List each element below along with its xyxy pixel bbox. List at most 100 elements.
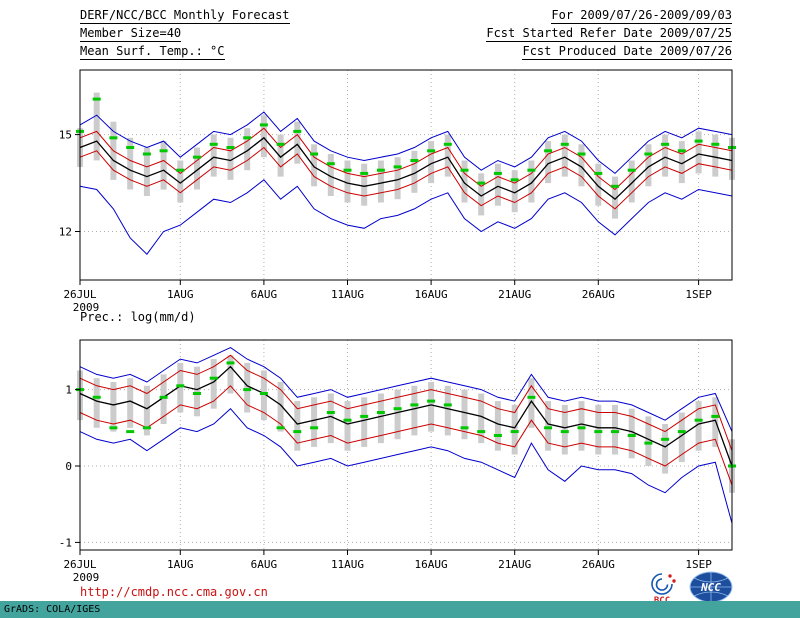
ensemble-spread-bar [294,401,301,451]
ensemble-spread-bar [662,424,669,474]
member-size-label: Member Size=40 [80,26,182,42]
ensemble-spread-bar [361,397,368,447]
grads-credit-text: GrADS: COLA/IGES [4,604,101,615]
ensemble-spread-bar [595,404,602,455]
y-tick-label: -1 [59,536,72,549]
ensemble-spread-bar [411,150,418,193]
prec-panel-title: Prec.: log(mm/d) [80,310,196,324]
ensemble-spread-bar [712,134,719,177]
ensemble-spread-bar [578,144,585,187]
x-tick-label: 26AUG [582,558,615,571]
ensemble-spread-bar [127,378,134,428]
ensemble-spread-bar [160,141,167,190]
ensemble-spread-bar [394,157,401,200]
ensemble-spread-bar [227,137,234,180]
x-axis-year-label: 2009 [73,301,100,312]
ensemble-spread-bar [377,160,384,203]
ensemble-spread-bar [277,382,284,432]
ensemble-spread-bar [494,401,501,451]
ensemble-spread-bar [545,141,552,184]
ensemble-spread-bar [511,170,518,213]
ensemble-spread-bar [110,382,117,432]
ensemble-spread-bar [93,92,100,161]
ensemble-spread-bar [561,404,568,455]
ensemble-spread-bar [244,128,251,171]
ncc-logo-text: NCC [700,581,721,594]
ensemble-spread-bar [444,134,451,177]
x-tick-label: 16AUG [415,288,448,301]
produced-date-label: Fcst Produced Date 2009/07/26 [522,44,732,60]
x-tick-label: 1AUG [167,558,194,571]
x-tick-label: 21AUG [498,558,531,571]
x-axis-year-label: 2009 [73,571,100,584]
bcc-swirl-outer [651,573,673,595]
series-ensemble-min [79,179,733,255]
ensemble-spread-bar [344,401,351,451]
series-ensemble-mean [79,136,733,201]
ncc-logo: NCC [689,571,733,603]
ensemble-spread-bar [628,160,635,203]
series-ensemble-mean [79,365,733,467]
ensemble-spread-bar [528,378,535,428]
ensemble-spread-bar [461,389,468,440]
ensemble-spread-bar [428,382,435,432]
ensemble-spread-bar [494,163,501,206]
ensemble-spread-bar [561,134,568,177]
ensemble-spread-bar [277,134,284,177]
ensemble-spread-bar [294,121,301,164]
x-tick-label: 1SEP [685,558,712,571]
ensemble-spread-bar [143,385,150,436]
grads-credit-bar: GrADS: COLA/IGES [0,601,800,618]
temperature-chart: 12 15 26JUL 1AUG 6AUG 11AUG 16AUG 21AUG 26AUG 1SE… [59,69,736,312]
series-upper-quartile [79,354,733,451]
ensemble-spread-bar [645,416,652,466]
ensemble-spread-bar [645,144,652,187]
ensemble-spread-bar [361,163,368,206]
ensemble-spread-bar [394,389,401,440]
plot-frame [79,69,733,281]
ensemble-spread-bar [177,160,184,203]
series-ensemble-max [79,347,733,432]
ensemble-spread-bar [127,137,134,190]
ensemble-spread-bar [244,362,251,413]
ensemble-spread-bar [160,374,167,424]
ensemble-spread-bar [311,397,318,447]
ensemble-spread-bar [545,401,552,451]
ensemble-spread-bar [712,397,719,447]
website-url: http://cmdp.ncc.cma.gov.cn [80,585,268,599]
ensemble-spread-bar [444,385,451,436]
ensemble-spread-bar [194,366,200,417]
ensemble-spread-bar [695,401,702,451]
x-tick-label: 21AUG [498,288,531,301]
plot-frame [79,339,733,551]
ensemble-spread-bar [478,173,485,216]
series-upper-quartile [79,127,733,191]
ensemble-spread-bar [327,154,334,196]
ensemble-spread-bar [662,134,669,177]
ensemble-spread-bar [578,401,585,451]
ensemble-spread-bar [428,141,435,184]
ensemble-spread-bar [210,359,217,409]
series-ensemble-min [79,407,733,524]
ensemble-spread-bar [311,144,318,187]
x-tick-label: 26JUL [63,558,96,571]
ensemble-spread-bar [678,141,685,184]
x-tick-label: 16AUG [415,558,448,571]
refer-date-label: Fcst Started Refer Date 2009/07/25 [486,26,732,42]
ensemble-spread-bar [260,115,267,158]
series-lower-quartile [79,385,733,486]
ensemble-spread-bar [177,362,184,413]
x-tick-label: 1SEP [685,288,712,301]
ensemble-spread-bar [595,163,602,206]
y-tick-label: 0 [65,460,72,473]
ensemble-spread-bar [612,176,618,219]
forecast-range-label: For 2009/07/26-2009/09/03 [551,8,732,24]
x-tick-label: 11AUG [331,288,364,301]
ensemble-spread-bar [260,370,267,421]
ensemble-spread-bar [511,404,518,455]
ensemble-spread-bar [93,378,100,428]
series-ensemble-max [79,111,733,175]
ncc-globe-grid [690,572,732,602]
x-tick-label: 26AUG [582,288,615,301]
